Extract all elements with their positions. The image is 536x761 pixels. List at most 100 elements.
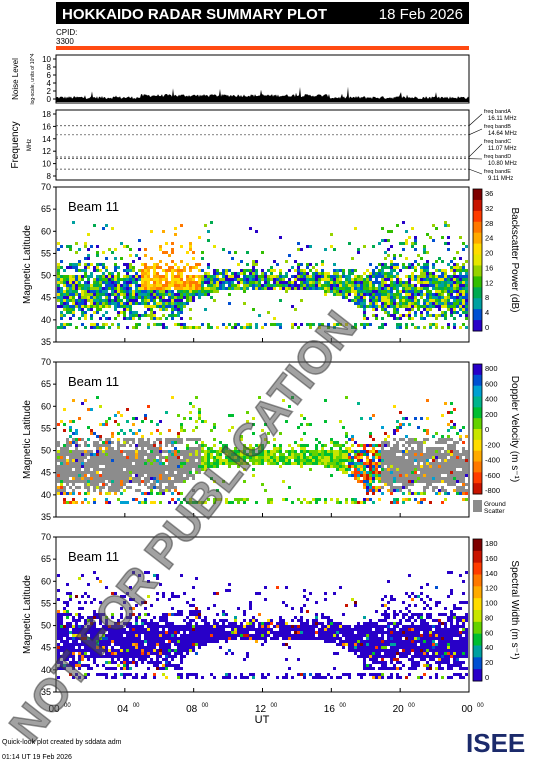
- heatmap-cell: [429, 296, 432, 299]
- heatmap-cell: [195, 290, 198, 293]
- heatmap-cell: [189, 643, 192, 646]
- ground-scatter-cell: [81, 480, 84, 483]
- ground-scatter-cell: [117, 480, 120, 483]
- heatmap-cell: [273, 260, 276, 263]
- ground-scatter-cell: [381, 447, 384, 450]
- heatmap-cell: [87, 483, 90, 486]
- ground-scatter-cell: [396, 462, 399, 465]
- heatmap-cell: [414, 287, 417, 290]
- ground-scatter-cell: [165, 477, 168, 480]
- ground-scatter-cell: [123, 444, 126, 447]
- heatmap-cell: [117, 266, 120, 269]
- heatmap-cell: [276, 456, 279, 459]
- heatmap-cell: [102, 293, 105, 296]
- heatmap-cell: [393, 266, 396, 269]
- heatmap-cell: [135, 643, 138, 646]
- ground-scatter-cell: [432, 489, 435, 492]
- ground-scatter-cell: [459, 486, 462, 489]
- ground-scatter-cell: [399, 480, 402, 483]
- heatmap-cell: [252, 269, 255, 272]
- heatmap-cell: [453, 317, 456, 320]
- heatmap-cell: [351, 284, 354, 287]
- heatmap-cell: [57, 646, 60, 649]
- heatmap-cell: [204, 465, 207, 468]
- heatmap-cell: [246, 652, 249, 655]
- heatmap-cell: [333, 281, 336, 284]
- heatmap-cell: [78, 296, 81, 299]
- ground-scatter-cell: [141, 456, 144, 459]
- heatmap-cell: [132, 281, 135, 284]
- ground-scatter-cell: [444, 468, 447, 471]
- heatmap-cell: [150, 420, 153, 423]
- heatmap-cell: [192, 284, 195, 287]
- heatmap-cell: [456, 251, 459, 254]
- heatmap-cell: [144, 287, 147, 290]
- ground-scatter-cell: [447, 480, 450, 483]
- heatmap-cell: [186, 625, 189, 628]
- heatmap-cell: [216, 290, 219, 293]
- heatmap-cell: [222, 676, 225, 679]
- heatmap-cell: [441, 284, 444, 287]
- ground-scatter-cell: [93, 489, 96, 492]
- heatmap-cell: [252, 625, 255, 628]
- heatmap-cell: [120, 667, 123, 670]
- ground-scatter-cell: [429, 483, 432, 486]
- ground-scatter-cell: [396, 459, 399, 462]
- heatmap-cell: [186, 601, 189, 604]
- heatmap-cell: [390, 296, 393, 299]
- heatmap-cell: [237, 498, 240, 501]
- heatmap-cell: [177, 302, 180, 305]
- heatmap-cell: [234, 326, 237, 329]
- ground-scatter-cell: [144, 444, 147, 447]
- ground-scatter-cell: [414, 441, 417, 444]
- heatmap-cell: [96, 323, 99, 326]
- ground-scatter-cell: [114, 471, 117, 474]
- ground-scatter-cell: [111, 441, 114, 444]
- heatmap-cell: [123, 314, 126, 317]
- lat-ytick-label: 40: [41, 315, 51, 325]
- heatmap-cell: [195, 450, 198, 453]
- heatmap-cell: [366, 462, 369, 465]
- ground-scatter-cell: [108, 465, 111, 468]
- ground-scatter-cell: [57, 453, 60, 456]
- heatmap-cell: [120, 652, 123, 655]
- heatmap-cell: [354, 278, 357, 281]
- heatmap-cell: [390, 272, 393, 275]
- colorbar-tick-label: 24: [485, 234, 493, 243]
- ground-scatter-cell: [435, 468, 438, 471]
- heatmap-cell: [435, 278, 438, 281]
- heatmap-cell: [456, 290, 459, 293]
- ground-scatter-cell: [168, 441, 171, 444]
- heatmap-cell: [429, 299, 432, 302]
- heatmap-cell: [336, 441, 339, 444]
- ground-scatter-cell: [462, 462, 465, 465]
- heatmap-cell: [243, 480, 246, 483]
- heatmap-cell: [156, 293, 159, 296]
- ground-scatter-cell: [435, 441, 438, 444]
- ground-scatter-cell: [411, 477, 414, 480]
- ground-scatter-cell: [111, 462, 114, 465]
- heatmap-cell: [189, 637, 192, 640]
- heatmap-cell: [336, 456, 339, 459]
- heatmap-cell: [222, 628, 225, 631]
- heatmap-cell: [63, 302, 66, 305]
- ground-scatter-cell: [114, 489, 117, 492]
- heatmap-cell: [96, 269, 99, 272]
- heatmap-cell: [321, 263, 324, 266]
- heatmap-cell: [453, 278, 456, 281]
- heatmap-cell: [159, 290, 162, 293]
- heatmap-cell: [138, 429, 141, 432]
- ground-scatter-cell: [192, 450, 195, 453]
- ground-scatter-cell: [135, 477, 138, 480]
- heatmap-cell: [126, 281, 129, 284]
- heatmap-cell: [246, 456, 249, 459]
- heatmap-cell: [390, 284, 393, 287]
- ground-scatter-cell: [93, 465, 96, 468]
- heatmap-cell: [129, 281, 132, 284]
- heatmap-cell: [369, 302, 372, 305]
- heatmap-cell: [369, 284, 372, 287]
- heatmap-cell: [351, 299, 354, 302]
- heatmap-cell: [105, 676, 108, 679]
- heatmap-cell: [171, 658, 174, 661]
- heatmap-cell: [465, 299, 468, 302]
